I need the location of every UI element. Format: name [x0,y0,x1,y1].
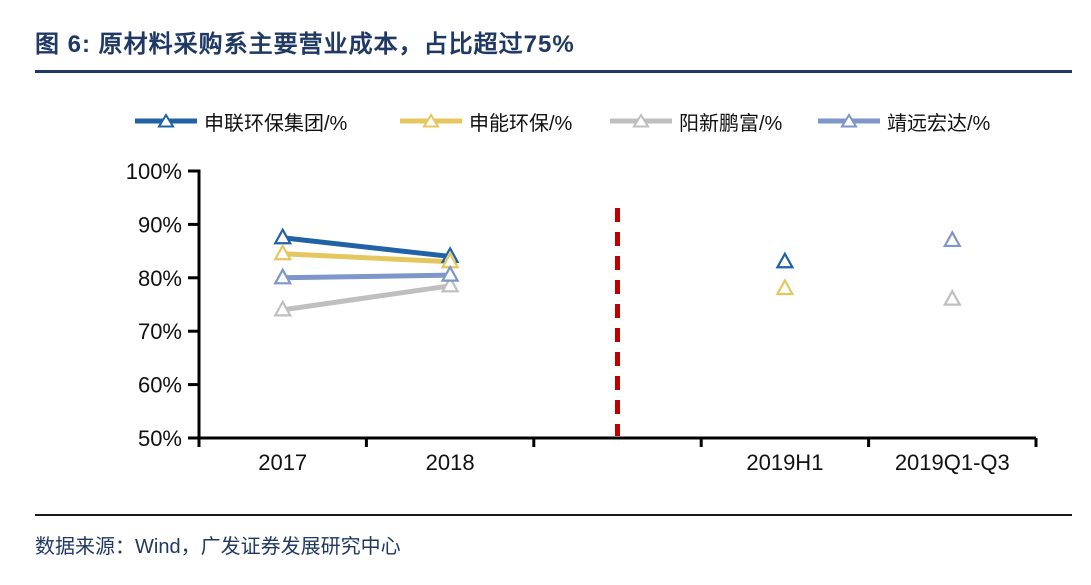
data-point-marker [273,267,293,285]
x-axis-tick-label: 2019Q1-Q3 [895,450,1010,475]
y-axis-tick-label: 50% [138,426,182,451]
x-axis-tick-label: 2017 [258,450,307,475]
legend-line-triangle-marker-icon [135,113,197,128]
y-axis-tick-label: 60% [138,373,182,398]
series-line [282,283,451,313]
legend-label: 申联环保集团/% [204,112,348,135]
y-axis-tick-label: 100% [126,159,182,184]
data-point-marker [775,278,795,296]
y-axis-tick-label: 90% [138,212,182,237]
series-line [282,251,451,265]
data-source-text: 数据来源：Wind，广发证券发展研究中心 [35,536,401,558]
legend-label: 靖远宏达/% [887,112,991,135]
data-point-marker [440,264,460,282]
data-point-marker [775,251,795,269]
y-axis-tick-label: 80% [138,266,182,291]
legend-item: 申能环保/% [400,109,573,135]
legend-label: 阳新鹏富/% [679,112,783,135]
legend-item: 申联环保集团/% [135,109,348,135]
data-point-marker [273,243,293,261]
figure-title: 图 6: 原材料采购系主要营业成本，占比超过75% [35,31,575,58]
data-point-marker [440,275,460,293]
line-chart: 100% 90% 80% 70% 60% 50% 2017 2018 2019H1 2019Q1-… [126,159,1038,475]
series-line [282,272,451,281]
series-line [282,235,451,259]
x-axis-tick-label: 2018 [426,450,475,475]
legend-item: 靖远宏达/% [818,109,991,135]
data-point-marker [273,227,293,245]
title-underline [35,70,1072,73]
legend-item: 阳新鹏富/% [610,109,783,135]
legend-label: 申能环保/% [469,112,573,135]
data-point-marker [273,299,293,317]
legend-line-triangle-marker-icon [400,113,462,128]
data-point-marker [942,230,962,248]
legend-line-triangle-marker-icon [818,113,880,128]
x-axis-tick-label: 2019H1 [746,450,823,475]
y-axis-tick-label: 70% [138,319,182,344]
legend-line-triangle-marker-icon [610,113,672,128]
footer-divider [35,514,1072,516]
data-point-marker [942,288,962,306]
